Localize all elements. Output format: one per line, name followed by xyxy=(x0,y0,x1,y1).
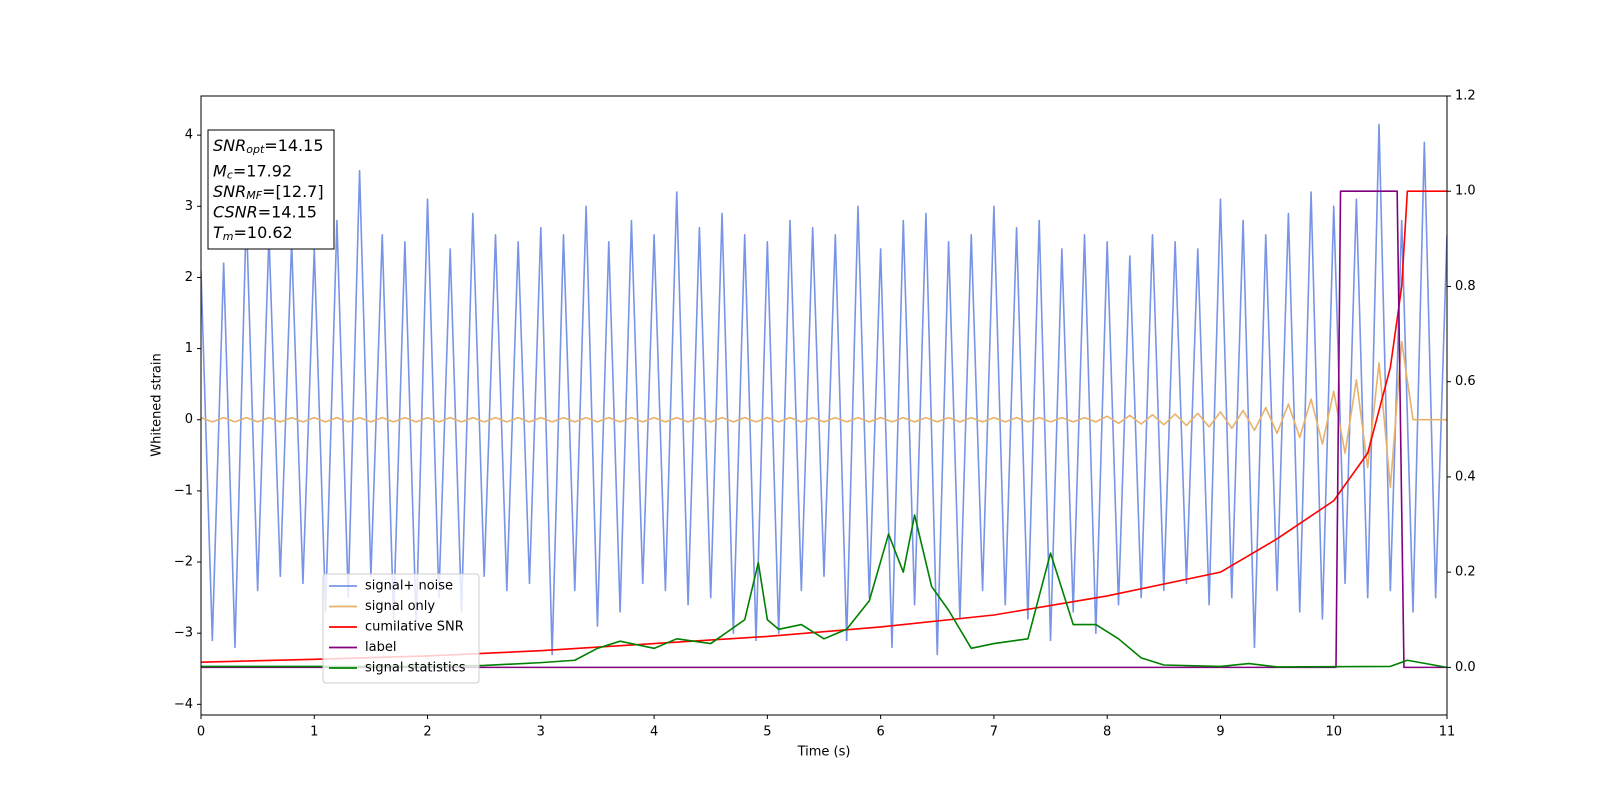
x-axis-label: Time (s) xyxy=(797,745,851,760)
x-tick-label: 1 xyxy=(310,725,318,740)
legend-label: cumilative SNR xyxy=(365,620,464,635)
y2-tick-label: 0.4 xyxy=(1455,469,1476,484)
x-tick-label: 2 xyxy=(423,725,431,740)
legend: signal+ noise signal only cumilative SNR la… xyxy=(322,573,480,684)
series-line xyxy=(201,190,1447,669)
annotation-symbol: T xyxy=(213,223,224,242)
y-tick-label: −2 xyxy=(174,555,193,570)
annotation-line: SNRMF=[12.7] xyxy=(213,182,324,203)
y2-tick-label: 1.0 xyxy=(1455,184,1476,199)
legend-label: signal statistics xyxy=(365,661,466,676)
plot-area xyxy=(201,123,1447,669)
x-tick-label: 4 xyxy=(650,725,658,740)
legend-label: signal only xyxy=(365,599,435,614)
legend-frame xyxy=(322,573,480,684)
annotation-symbol: SNR xyxy=(213,182,246,201)
axes-frame xyxy=(200,95,1448,716)
x-tick-label: 9 xyxy=(1216,725,1224,740)
x-tick-label: 8 xyxy=(1103,725,1111,740)
y-axis-label: Whitened strain xyxy=(150,353,165,456)
y2-tick-label: 0.6 xyxy=(1455,374,1476,389)
legend-label: signal+ noise xyxy=(365,579,453,594)
annotation-subscript: c xyxy=(227,169,233,182)
x-tick-label: 0 xyxy=(197,725,205,740)
annotation-value: =[12.7] xyxy=(262,182,324,201)
y-tick-label: −1 xyxy=(174,483,193,498)
annotation-line: CSNR=14.15 xyxy=(213,202,317,221)
x-tick-label: 11 xyxy=(1439,725,1456,740)
annotation-subscript: opt xyxy=(246,143,265,156)
y2-tick-label: 0.2 xyxy=(1455,565,1476,580)
series-line xyxy=(201,190,1447,663)
annotation-line: Tm=10.62 xyxy=(213,223,293,244)
legend-label: label xyxy=(365,640,396,655)
y-tick-label: 2 xyxy=(185,270,193,285)
annotation-line: SNRopt=14.15 xyxy=(213,136,324,157)
y2-tick-label: 0.0 xyxy=(1455,660,1476,675)
annotation-symbol: SNR xyxy=(213,136,246,155)
annotation-symbol: CSNR xyxy=(213,202,258,221)
y-tick-label: −4 xyxy=(174,697,193,712)
annotation-value: =14.15 xyxy=(264,136,323,155)
y-tick-label: 0 xyxy=(185,412,193,427)
annotation-value: =14.15 xyxy=(258,202,317,221)
ticks: 0 1 2 3 4 5 6 7 8 9 10 11 −4 −3 −2 −1 0 1 2 3 4 0.0 0.2 0.4 0.6 0… xyxy=(174,89,1476,740)
annotation-value: =17.92 xyxy=(233,161,292,180)
y-tick-label: 1 xyxy=(185,341,193,356)
annotation-frame xyxy=(207,129,335,250)
series-line xyxy=(201,340,1447,489)
y-tick-label: 3 xyxy=(185,199,193,214)
annotation-value: =10.62 xyxy=(234,223,293,242)
series-line xyxy=(201,123,1447,656)
series-line xyxy=(201,514,1447,669)
annotation-subscript: MF xyxy=(246,189,262,202)
x-tick-label: 3 xyxy=(537,725,545,740)
x-tick-label: 5 xyxy=(763,725,771,740)
annotation-subscript: m xyxy=(223,230,234,243)
x-tick-label: 6 xyxy=(876,725,884,740)
x-tick-label: 7 xyxy=(990,725,998,740)
y2-tick-label: 1.2 xyxy=(1455,89,1476,104)
annotation-line: Mc=17.92 xyxy=(213,161,292,182)
y-tick-label: 4 xyxy=(185,128,193,143)
y2-tick-label: 0.8 xyxy=(1455,279,1476,294)
annotation-box: SNRopt=14.15Mc=17.92SNRMF=[12.7]CSNR=14.… xyxy=(207,129,335,250)
y-tick-label: −3 xyxy=(174,626,193,641)
annotation-symbol: M xyxy=(213,161,227,180)
x-tick-label: 10 xyxy=(1325,725,1342,740)
